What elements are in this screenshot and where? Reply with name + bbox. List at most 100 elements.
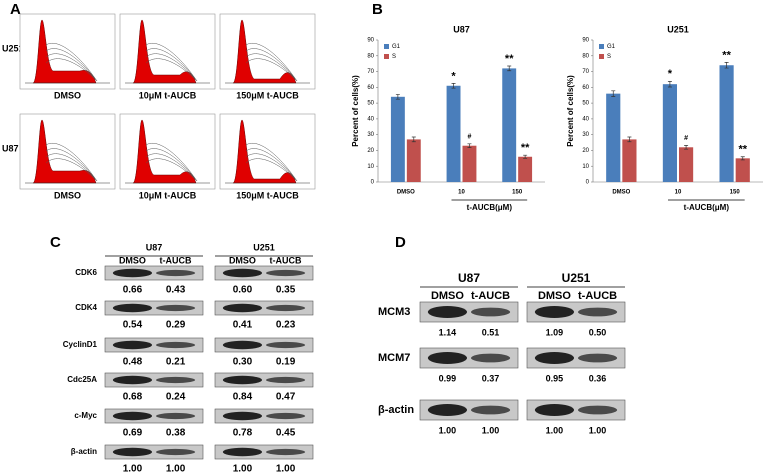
y-tick-label: 60 bbox=[367, 85, 374, 91]
column-label: DMSO bbox=[119, 255, 146, 265]
fit-line bbox=[245, 58, 298, 82]
quantification: 1.00 bbox=[482, 425, 500, 435]
significance-marker: ** bbox=[521, 142, 530, 154]
quantification: 0.38 bbox=[166, 428, 186, 439]
x-tick-label: DMSO bbox=[612, 190, 630, 196]
condition-label: 150μM t-AUCB bbox=[236, 90, 299, 100]
histogram-frame bbox=[219, 113, 316, 190]
bar bbox=[719, 65, 734, 182]
significance-marker: ** bbox=[738, 144, 747, 156]
y-tick-label: 90 bbox=[367, 38, 374, 44]
bar bbox=[502, 68, 517, 182]
legend-label: G1 bbox=[607, 44, 616, 50]
band bbox=[470, 405, 511, 415]
group-label: U87 bbox=[146, 242, 163, 252]
quantification: 0.45 bbox=[276, 428, 296, 439]
chart-title: U251 bbox=[667, 24, 689, 34]
bar bbox=[662, 84, 677, 182]
y-tick-label: 90 bbox=[582, 38, 589, 44]
error-bar bbox=[740, 156, 745, 161]
bar bbox=[390, 96, 405, 182]
panel-label: D bbox=[395, 234, 406, 251]
bar bbox=[606, 93, 621, 182]
quantification: 0.54 bbox=[123, 320, 143, 331]
significance-marker: ** bbox=[722, 49, 731, 61]
bar bbox=[622, 139, 637, 182]
band bbox=[534, 306, 575, 318]
row-label: U251 bbox=[2, 43, 24, 53]
error-bar bbox=[611, 90, 616, 97]
significance-marker: * bbox=[668, 68, 673, 80]
band bbox=[112, 411, 153, 421]
condition-label: 150μM t-AUCB bbox=[236, 190, 299, 200]
band bbox=[265, 269, 306, 277]
error-bar bbox=[395, 94, 400, 100]
column-label: t-AUCB bbox=[270, 255, 302, 265]
band bbox=[427, 404, 468, 416]
quantification: 0.60 bbox=[233, 285, 253, 296]
quantification: 0.69 bbox=[123, 428, 143, 439]
quantification: 0.95 bbox=[546, 373, 564, 383]
significance-marker: * bbox=[451, 70, 456, 82]
fit-line bbox=[145, 43, 198, 82]
fit-line bbox=[45, 153, 98, 182]
y-tick-label: 0 bbox=[371, 180, 375, 186]
quantification: 1.00 bbox=[589, 425, 607, 435]
band bbox=[112, 268, 153, 278]
fit-line bbox=[45, 158, 98, 182]
fit-line bbox=[45, 58, 98, 82]
fit-line bbox=[145, 58, 198, 82]
y-tick-label: 30 bbox=[367, 132, 374, 138]
y-tick-label: 30 bbox=[582, 132, 589, 138]
quantification: 0.29 bbox=[166, 320, 186, 331]
y-axis-label: Percent of cells(%) bbox=[351, 75, 360, 147]
fit-line bbox=[245, 143, 298, 182]
band bbox=[222, 447, 263, 457]
fit-line bbox=[145, 153, 198, 182]
group-label: U251 bbox=[562, 271, 591, 285]
quantification: 0.37 bbox=[482, 373, 500, 383]
band bbox=[222, 375, 263, 385]
row-label: MCM7 bbox=[378, 352, 410, 364]
error-bar bbox=[684, 145, 689, 150]
column-label: DMSO bbox=[538, 290, 571, 302]
panel-label: A bbox=[10, 1, 21, 18]
row-label: MCM3 bbox=[378, 306, 410, 318]
error-bar bbox=[627, 136, 632, 143]
x-tick-label: 10 bbox=[458, 190, 465, 196]
quantification: 1.00 bbox=[439, 425, 457, 435]
bar bbox=[518, 156, 533, 182]
row-label: U87 bbox=[2, 143, 19, 153]
band bbox=[534, 404, 575, 416]
row-label: CDK6 bbox=[75, 268, 97, 277]
quantification: 0.68 bbox=[123, 392, 143, 403]
band bbox=[155, 304, 196, 312]
y-tick-label: 80 bbox=[367, 53, 374, 59]
band bbox=[155, 341, 196, 349]
band bbox=[112, 375, 153, 385]
quantification: 0.21 bbox=[166, 357, 186, 368]
fit-line bbox=[45, 143, 98, 182]
band bbox=[112, 340, 153, 350]
band bbox=[222, 340, 263, 350]
band bbox=[577, 307, 618, 317]
error-bar bbox=[411, 136, 416, 143]
band bbox=[470, 353, 511, 363]
fit-line bbox=[145, 48, 198, 82]
fit-line bbox=[245, 153, 298, 182]
fit-line bbox=[245, 53, 298, 82]
legend-swatch bbox=[599, 54, 604, 59]
x-tick-label: DMSO bbox=[397, 190, 415, 196]
y-tick-label: 10 bbox=[582, 164, 589, 170]
fit-line bbox=[145, 53, 198, 82]
panel-label: B bbox=[372, 1, 383, 18]
quantification: 1.00 bbox=[276, 464, 296, 473]
bar bbox=[406, 139, 421, 182]
condition-label: DMSO bbox=[54, 90, 81, 100]
bar bbox=[446, 85, 461, 182]
x-tick-label: 150 bbox=[512, 190, 523, 196]
bar bbox=[462, 145, 477, 182]
condition-label: 10μM t-AUCB bbox=[139, 90, 197, 100]
quantification: 0.84 bbox=[233, 392, 253, 403]
